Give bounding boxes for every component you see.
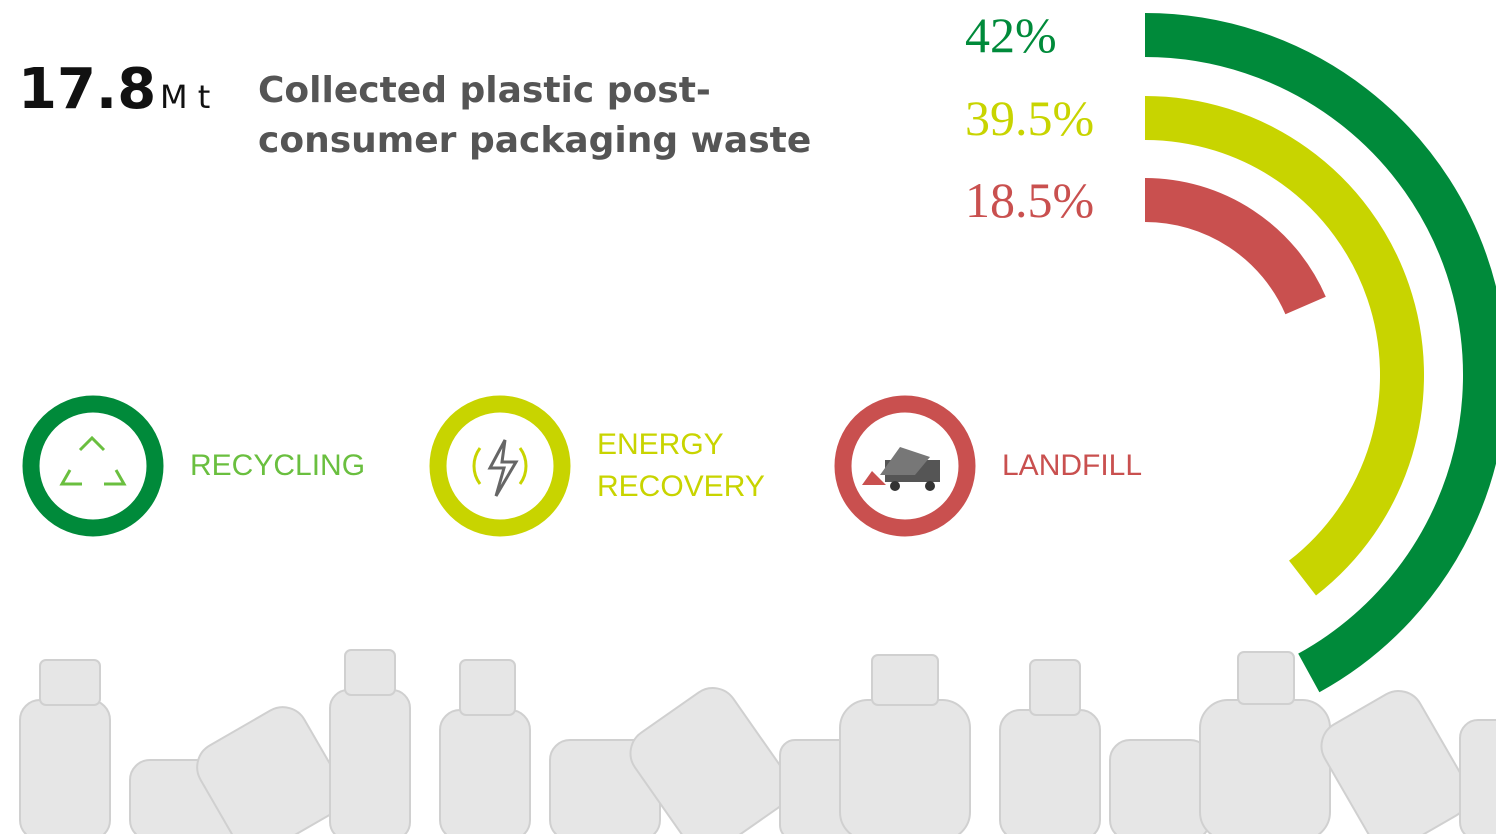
radial-bar: [1145, 200, 1306, 305]
total-value: 17.8: [18, 57, 156, 122]
bottles-background: [20, 650, 1496, 834]
infographic: 17.8 M t 42% 39.5% 18.5% Collected plastic…: [0, 0, 1496, 834]
icon-recycling: [62, 438, 124, 484]
legend-label: RECYCLING: [190, 445, 370, 487]
icon-energy: [474, 440, 526, 496]
chart-title: Collected plastic post-consumer packagin…: [258, 66, 898, 166]
legend-label: LANDFILL: [1002, 445, 1182, 487]
icon-landfill: [862, 447, 940, 491]
legend-icon-ring: [31, 404, 155, 528]
legend-label: ENERGY RECOVERY: [597, 424, 777, 508]
value-label: 39.5%: [965, 90, 1094, 146]
value-label: 18.5%: [965, 172, 1094, 228]
value-label: 42%: [965, 7, 1057, 63]
total-unit: M t: [160, 78, 210, 116]
legend-icon-ring: [438, 404, 562, 528]
